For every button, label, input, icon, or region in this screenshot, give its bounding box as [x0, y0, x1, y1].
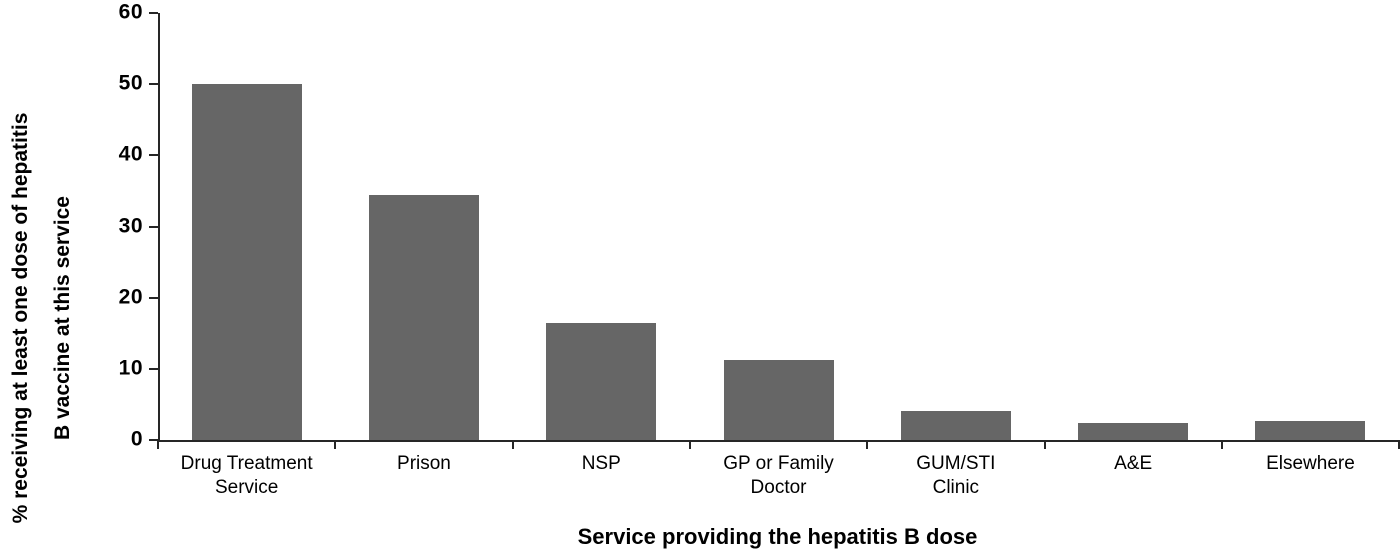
x-axis-line [158, 440, 1399, 442]
y-tick-label: 0 [130, 427, 143, 451]
x-axis-tick [688, 440, 691, 449]
y-axis-tick [149, 367, 158, 370]
y-tick-label: 50 [118, 71, 143, 95]
x-axis-tick [866, 440, 869, 449]
category-label: Elsewhere [1222, 452, 1399, 476]
category-label-line: NSP [581, 453, 621, 474]
x-axis-tick [1398, 440, 1400, 449]
bar-gum-sti-clinic [900, 410, 1011, 440]
category-label-line: Elsewhere [1266, 453, 1355, 474]
x-axis-tick [1220, 440, 1223, 449]
category-label: Prison [335, 452, 512, 476]
bar-prison [368, 195, 479, 440]
bar-gp-or-family-doctor [723, 360, 834, 440]
category-label: NSP [513, 452, 690, 476]
y-axis-tick [149, 439, 158, 441]
y-tick-label: 30 [118, 214, 143, 238]
y-axis-tick [149, 225, 158, 228]
x-axis-tick [157, 440, 159, 449]
x-axis-tick [511, 440, 514, 449]
category-label-line: Service [214, 477, 279, 498]
y-axis-tick [149, 296, 158, 299]
y-axis-title: % receiving at least one dose of hepatit… [0, 63, 140, 560]
y-tick-label: 10 [118, 356, 143, 380]
y-axis-tick [149, 12, 158, 14]
category-label: GUM/STI Clinic [867, 452, 1044, 500]
category-label-line: GUM/STI [916, 453, 996, 474]
category-label-line: GP or Family [723, 453, 834, 474]
category-label-line: A&E [1114, 453, 1153, 474]
x-axis-tick [1043, 440, 1046, 449]
category-label: A&E [1045, 452, 1222, 476]
bar-nsp [546, 323, 657, 440]
y-axis-title-line-1: % receiving at least one dose of hepatit… [9, 112, 32, 524]
category-label: Drug Treatment Service [158, 452, 335, 500]
category-label-line: Drug Treatment [180, 453, 313, 474]
x-axis-title: Service providing the hepatitis B dose [577, 524, 978, 549]
category-label-line: Doctor [750, 477, 807, 498]
bar-elsewhere [1255, 421, 1366, 440]
y-tick-label: 20 [118, 285, 143, 309]
x-axis-tick [334, 440, 337, 449]
category-label-line: Clinic [932, 477, 980, 498]
y-axis-tick [149, 83, 158, 86]
bar-drug-treatment-service [191, 84, 302, 440]
y-axis-line [158, 13, 160, 442]
y-axis-tick [149, 154, 158, 157]
category-label-line: Prison [397, 453, 451, 474]
y-tick-label: 40 [118, 142, 143, 166]
category-label: GP or Family Doctor [690, 452, 867, 500]
y-axis-title-line-2: B vaccine at this service [51, 196, 74, 440]
bar-a-e [1078, 422, 1189, 440]
y-tick-label: 60 [118, 0, 143, 24]
